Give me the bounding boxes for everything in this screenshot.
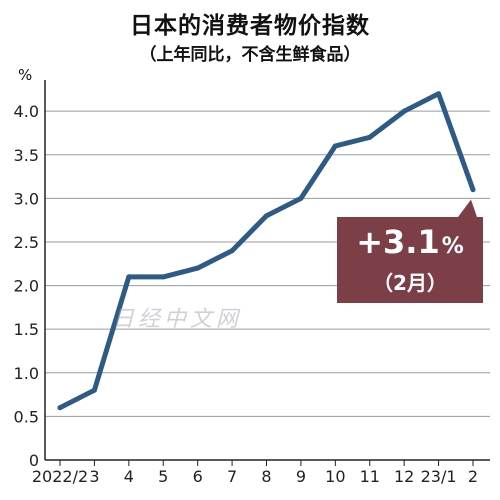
callout-pointer [458,199,477,217]
value-callout: +3.1% （2月） [337,217,483,303]
y-tick-label: 0 [29,451,39,470]
y-axis-unit: % [18,66,33,84]
x-tick-label: 5 [158,467,168,486]
axes [44,80,490,461]
data-point [57,405,63,411]
data-point [298,195,304,201]
data-point [229,248,235,254]
callout-month: （2月） [373,271,447,295]
x-tick-label: 7 [227,467,237,486]
x-tick-label: 23/1 [421,467,457,486]
watermark: 日经中文网 [112,307,243,332]
chart-title: 日本的消费者物价指数 [130,13,370,39]
x-tick-label: 9 [296,467,306,486]
y-tick-label: 4.0 [14,102,39,121]
data-point [470,187,476,193]
callout-value: +3.1 [356,223,440,261]
callout-unit: % [441,234,464,259]
y-tick-label: 1.0 [14,364,39,383]
y-tick-label: 0.5 [14,407,39,426]
y-tick-labels: 0 0.5 1.0 1.5 2.0 2.5 3.0 3.5 4.0 [14,102,39,470]
data-point [401,108,407,114]
x-tick-label: 4 [124,467,134,486]
data-point [436,91,442,97]
data-point [264,213,269,219]
data-point [126,274,132,280]
x-tick-label: 11 [360,467,380,486]
data-point [91,387,97,393]
data-point [367,134,373,140]
data-point [195,265,201,271]
data-point [332,143,338,149]
y-tick-label: 2.5 [14,233,39,252]
y-tick-label: 3.0 [14,189,39,208]
chart-subtitle: （上年同比，不含生鲜食品） [139,45,361,65]
series-line [57,91,476,411]
x-tick-label: 2022/2 [32,467,88,486]
y-tick-label: 3.5 [14,146,39,165]
y-tick-label: 2.0 [14,277,39,296]
x-tick-label: 12 [394,467,414,486]
x-tick-label: 8 [261,467,271,486]
x-tick-label: 2 [468,467,478,486]
data-point [160,274,166,280]
x-tick-label: 3 [89,467,99,486]
x-tick-label: 6 [193,467,203,486]
y-tick-label: 1.5 [14,320,39,339]
x-tick-label: 10 [325,467,345,486]
callout-pointer-shape [458,199,477,217]
x-tick-labels: 2022/2 3 4 5 6 7 8 9 10 11 12 23/1 2 [32,460,478,486]
